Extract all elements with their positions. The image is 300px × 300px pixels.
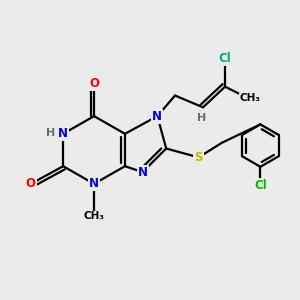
Text: N: N xyxy=(138,166,148,178)
Text: N: N xyxy=(152,110,162,123)
Text: H: H xyxy=(197,113,206,124)
Text: N: N xyxy=(89,177,99,190)
Text: Cl: Cl xyxy=(254,178,267,191)
Text: CH₃: CH₃ xyxy=(240,94,261,103)
Text: S: S xyxy=(194,151,203,164)
Text: CH₃: CH₃ xyxy=(84,211,105,221)
Text: O: O xyxy=(89,77,99,90)
Text: H: H xyxy=(46,128,56,138)
Text: Cl: Cl xyxy=(219,52,232,65)
Text: O: O xyxy=(26,177,36,190)
Text: N: N xyxy=(58,127,68,140)
